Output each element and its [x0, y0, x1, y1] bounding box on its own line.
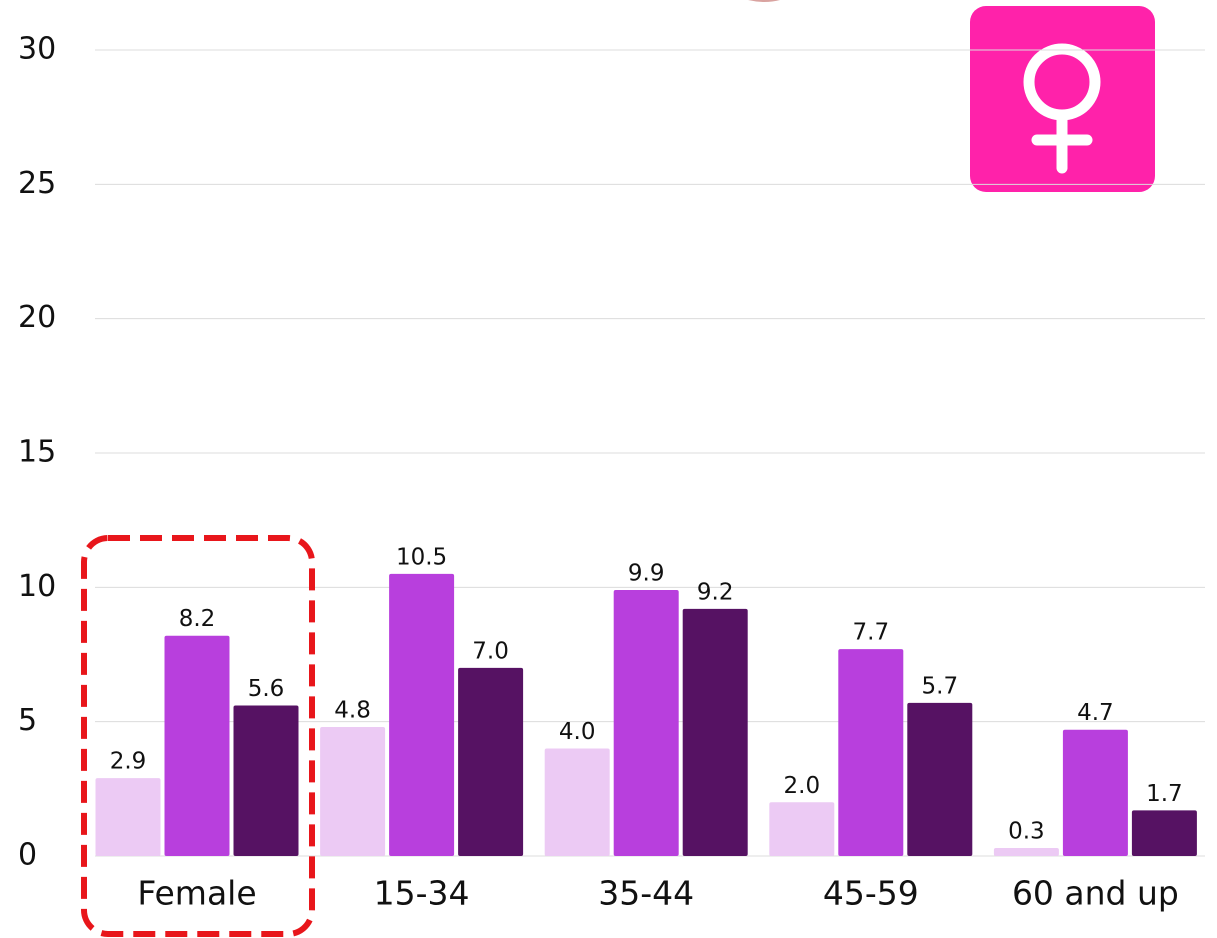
bar [1062, 729, 1128, 856]
value-label: 4.0 [559, 719, 596, 745]
value-label: 4.7 [1077, 700, 1114, 726]
value-label: 1.7 [1146, 781, 1183, 807]
value-label: 7.7 [853, 620, 890, 646]
y-tick-label: 10 [18, 569, 56, 604]
y-tick-label: 25 [18, 166, 56, 201]
decoration [748, 0, 780, 2]
bar [838, 649, 904, 856]
bar [769, 802, 835, 856]
bar [164, 635, 230, 856]
y-tick-label: 30 [18, 32, 56, 67]
bar [1131, 810, 1197, 856]
bar [389, 573, 455, 856]
value-label: 7.0 [472, 638, 509, 664]
x-tick-label: 60 and up [1012, 874, 1179, 913]
highlight-box [81, 535, 315, 937]
y-tick-label: 0 [18, 838, 37, 873]
value-label: 4.8 [334, 698, 371, 724]
bar [544, 748, 610, 856]
bar [613, 590, 679, 856]
bar [233, 705, 299, 856]
value-label: 5.6 [248, 676, 285, 702]
x-tick-label: 45-59 [823, 874, 919, 913]
value-label: 2.0 [784, 773, 821, 799]
value-label: 8.2 [179, 606, 216, 632]
bar [993, 847, 1059, 856]
y-tick-label: 5 [18, 703, 37, 738]
bar [907, 702, 973, 856]
y-tick-label: 20 [18, 300, 56, 335]
bar [458, 667, 524, 856]
value-label: 0.3 [1008, 818, 1045, 844]
female-icon [970, 6, 1155, 192]
x-tick-label: Female [137, 874, 256, 913]
x-tick-label: 35-44 [598, 874, 694, 913]
value-label: 9.9 [628, 561, 665, 587]
value-label: 5.7 [922, 673, 959, 699]
value-label: 2.9 [110, 749, 147, 775]
bar [682, 608, 748, 856]
value-label: 10.5 [396, 544, 447, 570]
bar [95, 778, 161, 856]
x-tick-label: 15-34 [374, 874, 470, 913]
bar [320, 727, 386, 856]
y-tick-label: 15 [18, 435, 56, 470]
value-label: 9.2 [697, 579, 734, 605]
